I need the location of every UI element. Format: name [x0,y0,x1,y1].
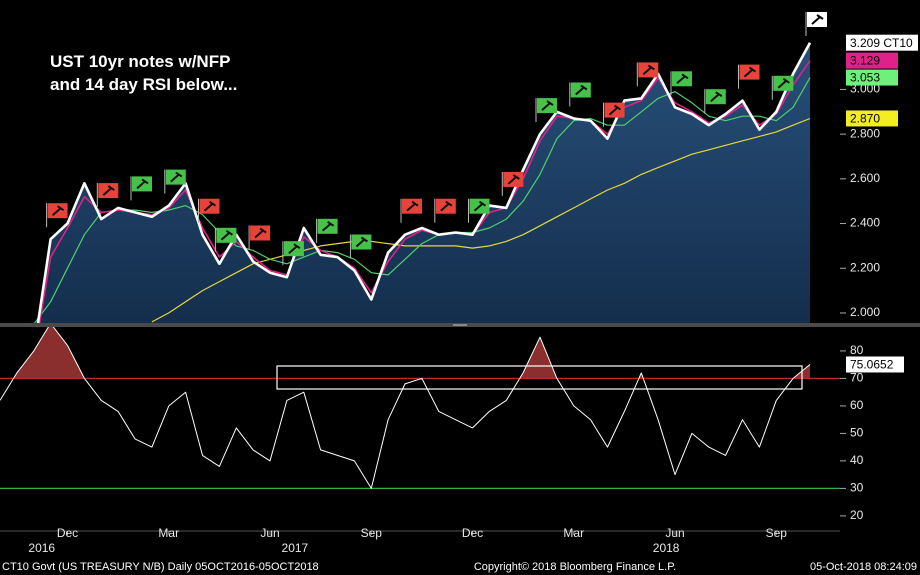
y-tick-label: 60 [850,398,864,412]
nfp-flag [771,75,794,100]
flag-icon [811,14,824,25]
last-value-box [846,34,918,51]
flag-icon [406,200,419,212]
y-tick-label: 50 [850,426,864,440]
annotation-box [276,365,803,390]
flag-icon [203,200,217,212]
nfp-flag [248,225,271,250]
nfp-flag [96,183,119,208]
y-tick-label: 2.400 [850,216,880,230]
x-year-label: 2017 [282,541,309,555]
nfp-flag [130,176,152,201]
x-tick-label: Sep [766,526,788,540]
last-value-label: 3.129 [850,54,880,68]
last-value-box [846,52,898,69]
flag-icon [743,66,757,78]
area-fill [0,42,810,323]
y-tick-label: 20 [850,508,864,522]
y-tick-label: 40 [850,453,864,467]
footer-left: CT10 Govt (US TREASURY N/B) Daily 05OCT2… [2,561,319,573]
rsi-line [0,327,811,489]
nfp-flag [535,98,557,123]
y-tick-label: 30 [850,481,864,495]
footer-right: 05-Oct-2018 08:24:09 [810,561,917,573]
overbought-fill [0,327,810,379]
nfp-flag [434,198,456,223]
flag-icon [170,171,183,183]
nfp-flag [704,89,726,114]
nfp-flag [349,234,372,259]
nfp-flag [198,198,220,223]
annotation: UST 10yr notes w/NFP [50,52,230,71]
x-tick-label: Jun [260,526,279,540]
flag-icon [51,205,65,216]
flag-icon [355,236,368,248]
flag-icon [777,77,790,89]
x-tick-label: Dec [462,526,483,540]
last-value-label: 3.209 CT10 [850,36,913,50]
x-tick-label: Sep [361,526,383,540]
y-tick-label: 80 [850,343,864,357]
x-year-label: 2018 [653,541,680,555]
last-value-label: 2.870 [850,112,880,126]
flag-icon [676,73,689,85]
nfp-flag [569,82,591,107]
nfp-flag [164,169,186,194]
annotation: and 14 day RSI below... [50,75,237,94]
nfp-flag [400,198,422,223]
nfp-flag [468,198,490,223]
flag-icon [575,84,588,96]
flag-icon [288,243,301,254]
last-value-box [846,69,898,86]
rsi-panel [0,327,840,489]
divider-handle [453,324,467,326]
nfp-flag [636,62,659,87]
nfp-flag [316,218,338,243]
price-panel [0,42,812,323]
flag-icon [136,178,149,190]
flag-icon [710,91,723,102]
y-tick-label: 70 [850,371,864,385]
x-year-label: 2016 [28,541,55,555]
last-value-label: 3.053 [850,71,880,85]
nfp-flag [738,64,760,89]
nfp-flag [501,171,524,196]
x-tick-label: Mar [158,526,179,540]
flag-icon [473,200,487,212]
flag-icon [642,64,655,76]
nfp-flag [670,71,692,96]
nfp-flag [46,203,68,228]
last-value-box [846,356,904,373]
flag-icon [608,104,622,116]
x-tick-label: Mar [563,526,584,540]
y-tick-label: 2.800 [850,126,880,140]
x-tick-label: Dec [57,526,78,540]
nfp-flag [603,102,625,127]
nfp-flag [214,227,237,252]
y-tick-label: 2.200 [850,260,880,274]
flag-icon [507,174,520,185]
nfp-flag [805,12,827,36]
flag-icon [440,200,453,212]
flag-icon [321,220,335,232]
x-tick-label: Jun [665,526,684,540]
flag-icon [102,185,115,196]
last-value-box [846,110,898,127]
y-tick-label: 2.000 [850,305,880,319]
footer-center: Copyright© 2018 Bloomberg Finance L.P. [474,561,676,573]
moving-average-line [151,117,811,323]
y-tick-label: 2.600 [850,171,880,185]
flag-icon [220,229,233,241]
footer-bar [0,558,920,575]
moving-average-line [38,60,811,323]
last-value-label: 75.0652 [850,358,894,372]
nfp-flag [282,241,304,266]
price-line [36,42,812,323]
flag-icon [254,227,267,239]
flag-icon [541,100,554,111]
